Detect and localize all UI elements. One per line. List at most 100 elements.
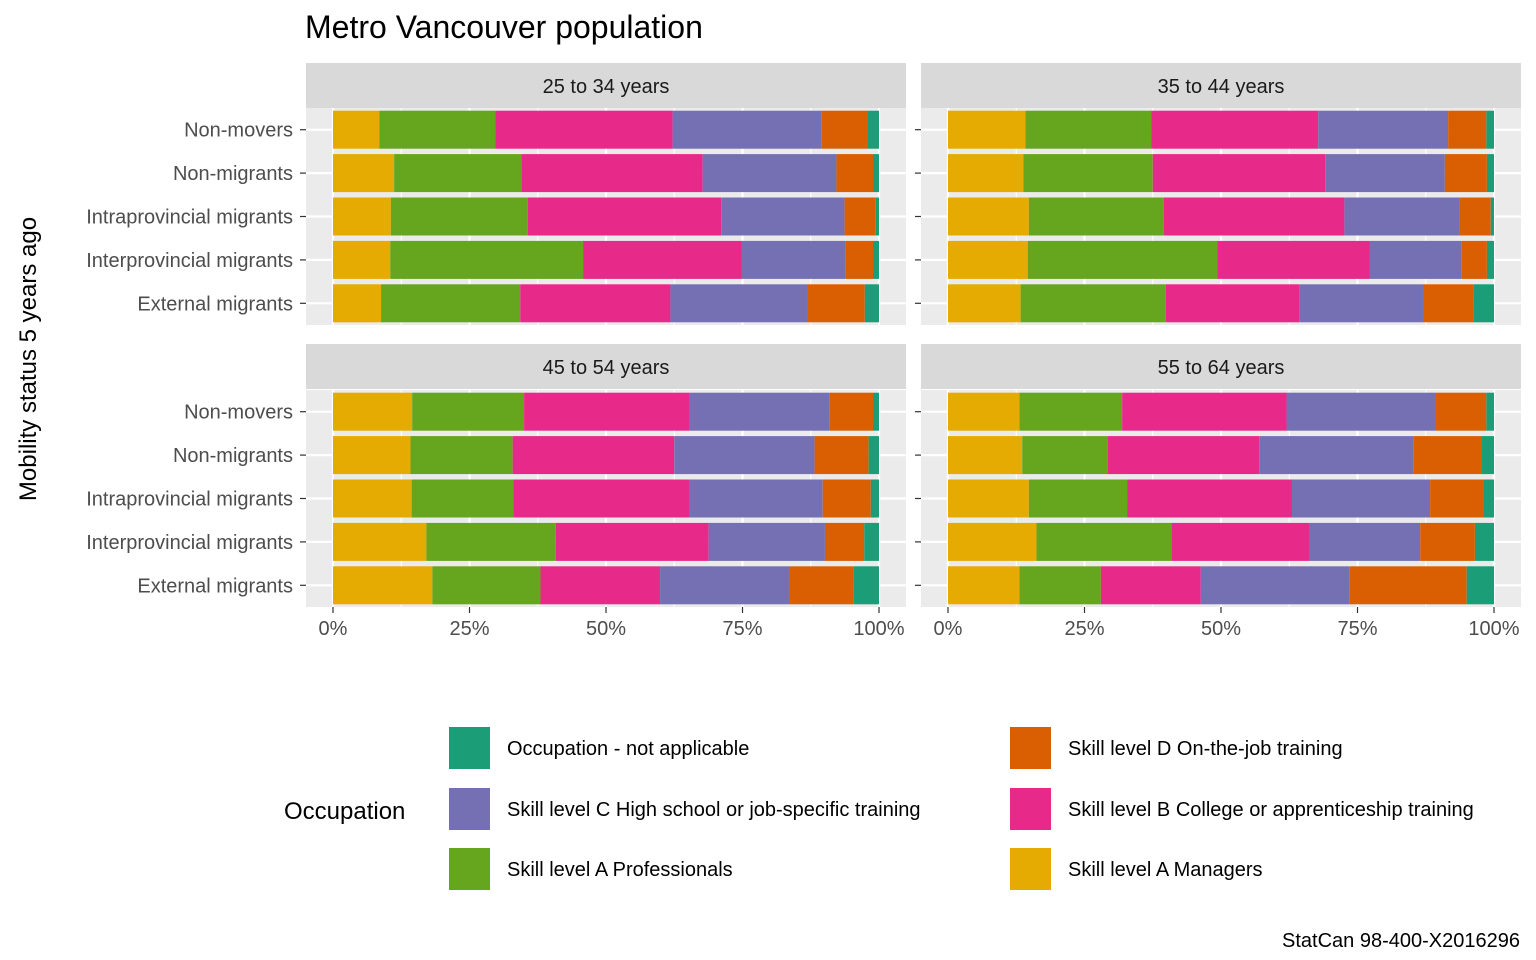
bar-segment-skill-level-a-managers [948,392,1020,431]
bar-segment-occupation-not-applicable [1486,154,1494,193]
bar-segment-skill-level-a-professionals [1019,392,1123,431]
bar-segment-occupation-not-applicable [1486,110,1494,149]
bar-segment-skill-level-b-college-or-apprenticeship-training [527,197,722,236]
bar-segment-skill-level-a-professionals [1022,436,1108,475]
bar-segment-skill-level-a-managers [333,392,413,431]
bar-segment-skill-level-b-college-or-apprenticeship-training [583,240,742,279]
bar-segment-occupation-not-applicable [1486,392,1494,431]
bar-segment-skill-level-d-on-the-job-training [845,240,873,279]
legend-key [1010,727,1051,769]
bar-segment-skill-level-d-on-the-job-training [822,479,871,518]
bar-segment-skill-level-b-college-or-apprenticeship-training [555,522,709,561]
y-tick-label: Non-migrants [173,445,293,467]
bar-segment-occupation-not-applicable [868,436,879,475]
bar-segment-skill-level-c-high-school-or-job-specific-training [688,392,830,431]
facet-strip [921,344,1521,389]
bar-segment-occupation-not-applicable [1486,240,1494,279]
legend-label: Occupation - not applicable [507,738,749,760]
bar-segment-skill-level-d-on-the-job-training [1459,197,1491,236]
legend-key [1010,848,1051,890]
bar-segment-occupation-not-applicable [864,284,879,323]
bar-segment-skill-level-a-managers [948,240,1028,279]
bar-segment-skill-level-b-college-or-apprenticeship-training [524,392,689,431]
x-tick-label: 0% [934,618,963,640]
bar-segment-skill-level-b-college-or-apprenticeship-training [1171,522,1310,561]
bar-segment-skill-level-a-professionals [381,284,521,323]
y-tick-label: Non-migrants [173,163,293,185]
x-tick-label: 75% [1337,618,1377,640]
bar-segment-skill-level-c-high-school-or-job-specific-training [1200,566,1350,605]
facet-panel-55-to-64-years: 55 to 64 years 0% 25% 50% 75% 100% [915,344,1521,640]
bar-segment-skill-level-d-on-the-job-training [1435,392,1487,431]
bar-segment-skill-level-b-college-or-apprenticeship-training [1107,436,1260,475]
y-tick-label: Non-movers [184,402,293,424]
facet-panels: 25 to 34 years Non-movers Non-migrants Intr… [86,63,1521,640]
bar-segment-skill-level-a-professionals [426,522,556,561]
bar-segment-skill-level-d-on-the-job-training [1423,284,1474,323]
bar-segment-skill-level-a-professionals [1027,240,1218,279]
bar-segment-skill-level-b-college-or-apprenticeship-training [1100,566,1201,605]
bar-segment-skill-level-d-on-the-job-training [1420,522,1475,561]
bar-segment-skill-level-c-high-school-or-job-specific-training [688,479,823,518]
bar-segment-skill-level-a-professionals [412,392,525,431]
bar-segment-skill-level-a-managers [948,522,1037,561]
bar-segment-skill-level-c-high-school-or-job-specific-training [1259,436,1414,475]
x-tick-label: 50% [1201,618,1241,640]
bar-segment-skill-level-c-high-school-or-job-specific-training [1318,110,1449,149]
bar-segment-occupation-not-applicable [1481,436,1494,475]
chart-caption: StatCan 98-400-X2016296 [1282,930,1520,952]
bar-segment-occupation-not-applicable [853,566,879,605]
facet-panel-35-to-44-years: 35 to 44 years [915,63,1521,325]
bar-segment-skill-level-b-college-or-apprenticeship-training [513,479,689,518]
bar-segment-occupation-not-applicable [875,197,879,236]
bar-segment-skill-level-c-high-school-or-job-specific-training [1344,197,1460,236]
facet-strip-label: 55 to 64 years [1158,357,1285,379]
bar-segment-skill-level-c-high-school-or-job-specific-training [672,110,822,149]
x-tick-label: 25% [449,618,489,640]
bar-segment-skill-level-b-college-or-apprenticeship-training [1122,392,1287,431]
bar-segment-skill-level-a-managers [948,566,1020,605]
bar-segment-skill-level-a-managers [948,110,1026,149]
facet-panel-25-to-34-years: 25 to 34 years Non-movers Non-migrants Intr… [86,63,906,325]
bar-segment-skill-level-a-managers [948,436,1023,475]
bar-segment-skill-level-a-professionals [1036,522,1172,561]
facet-strip [921,63,1521,108]
bar-segment-skill-level-d-on-the-job-training [821,110,868,149]
legend-label: Skill level C High school or job-specifi… [507,799,921,821]
bar-segment-occupation-not-applicable [864,522,879,561]
bar-segment-occupation-not-applicable [1466,566,1494,605]
legend-item-skill-level-d-on-the-job-training: Skill level D On-the-job training [1010,727,1343,769]
legend-key [1010,788,1051,830]
legend-label: Skill level B College or apprenticeship … [1068,799,1474,821]
legend-item-skill-level-a-professionals: Skill level A Professionals [449,848,733,890]
y-tick-label: Non-movers [184,120,293,142]
bar-segment-skill-level-c-high-school-or-job-specific-training [1291,479,1431,518]
bar-segment-skill-level-a-managers [333,479,412,518]
bar-segment-skill-level-b-college-or-apprenticeship-training [1217,240,1370,279]
legend-label: Skill level D On-the-job training [1068,738,1343,760]
legend-key [449,727,490,769]
bar-segment-skill-level-d-on-the-job-training [829,392,873,431]
bar-segment-skill-level-a-managers [333,284,382,323]
facet-strip-label: 35 to 44 years [1158,76,1285,98]
y-tick-label: External migrants [137,575,293,597]
bar-segment-skill-level-a-managers [948,284,1021,323]
legend-item-skill-level-b-college-or-apprenticeship-training: Skill level B College or apprenticeship … [1010,788,1474,830]
bar-segment-skill-level-d-on-the-job-training [1461,240,1487,279]
bar-segment-occupation-not-applicable [872,240,879,279]
bar-segment-skill-level-d-on-the-job-training [824,522,865,561]
bar-segment-skill-level-a-professionals [411,479,514,518]
x-tick-label: 75% [722,618,762,640]
bar-segment-skill-level-c-high-school-or-job-specific-training [1286,392,1436,431]
bar-segment-skill-level-b-college-or-apprenticeship-training [1151,110,1319,149]
bar-segment-skill-level-b-college-or-apprenticeship-training [1163,197,1345,236]
bar-segment-skill-level-a-managers [333,522,427,561]
y-tick-label: External migrants [137,293,293,315]
bar-segment-skill-level-d-on-the-job-training [1448,110,1487,149]
bar-segment-occupation-not-applicable [872,392,879,431]
y-axis-title: Mobility status 5 years ago [15,217,42,501]
x-tick-label: 100% [853,618,904,640]
bar-segment-occupation-not-applicable [872,154,879,193]
bar-segment-skill-level-c-high-school-or-job-specific-training [674,436,815,475]
bar-segment-skill-level-c-high-school-or-job-specific-training [721,197,845,236]
